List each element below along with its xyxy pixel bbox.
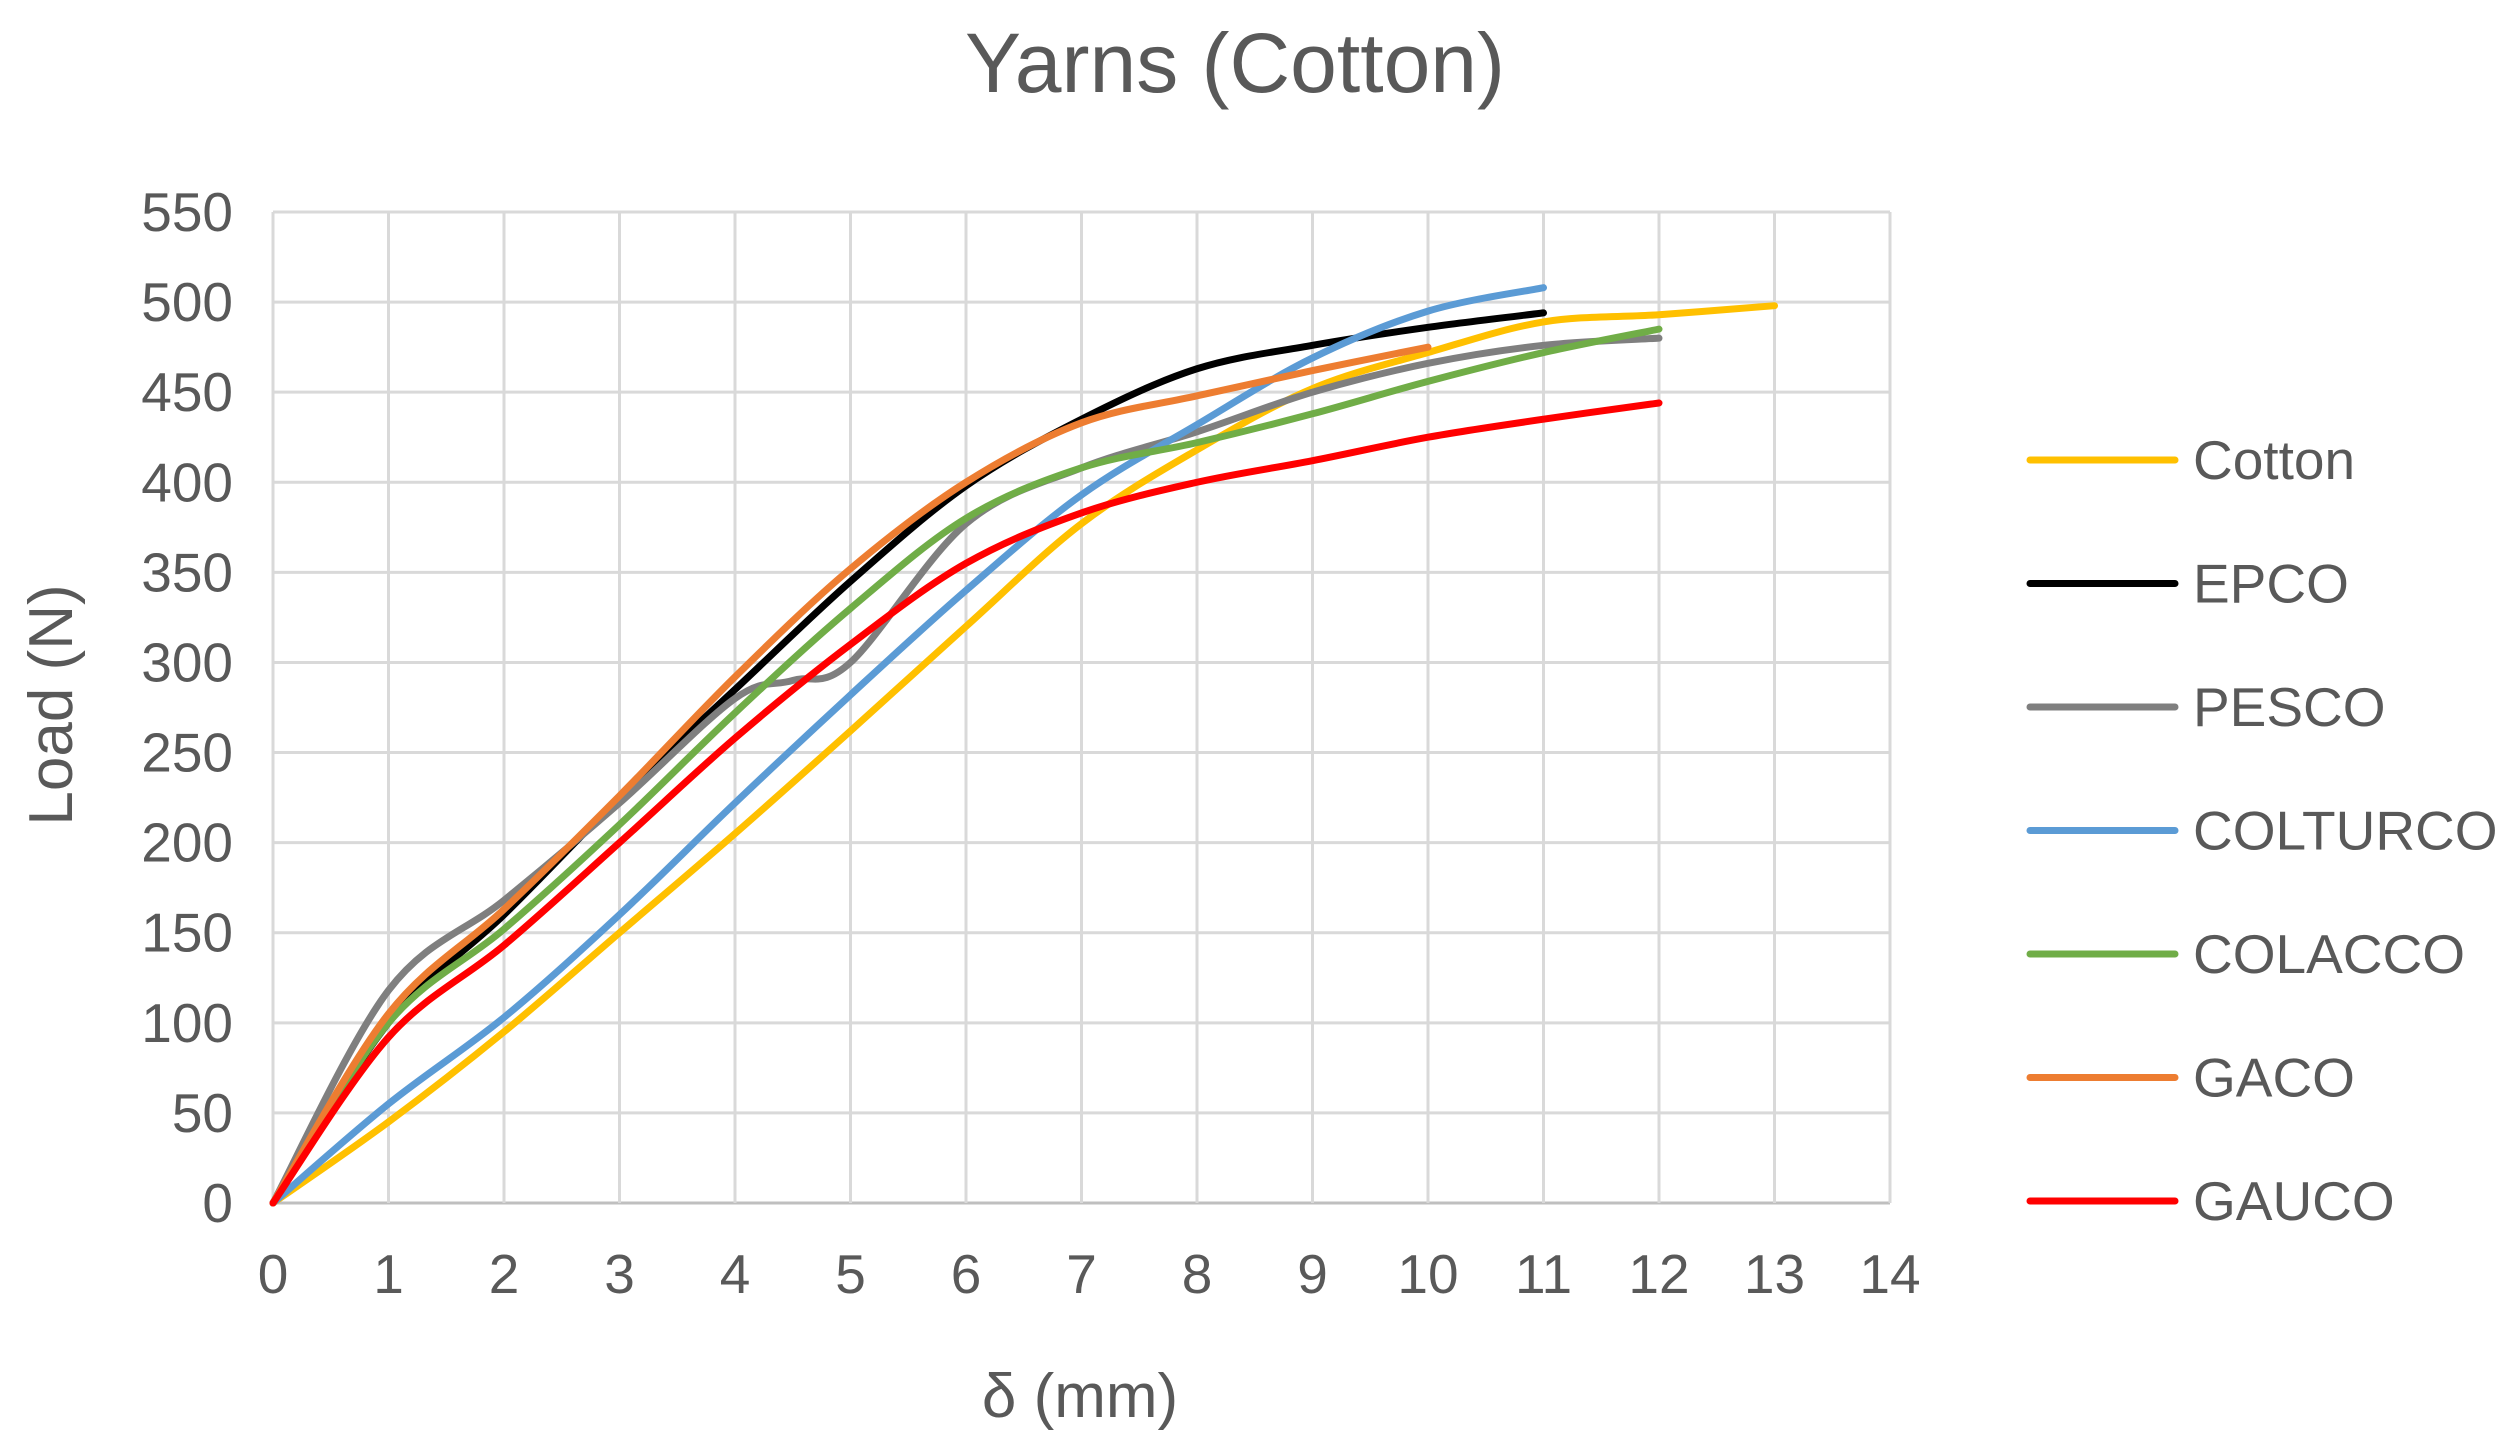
x-tick-label: 11: [1515, 1243, 1572, 1305]
legend-label-gauco: GAUCO: [2193, 1170, 2395, 1232]
series-lines: [269, 284, 1778, 1207]
y-tick-label: 200: [141, 812, 233, 874]
x-tick-label: 2: [489, 1243, 520, 1305]
x-tick-label: 1: [373, 1243, 404, 1305]
y-tick-label: 150: [141, 902, 233, 964]
y-tick-label: 350: [141, 541, 233, 603]
x-tick-label: 6: [951, 1243, 982, 1305]
x-tick-label: 12: [1628, 1243, 1689, 1305]
x-tick-label: 14: [1859, 1243, 1920, 1305]
y-tick-label: 550: [141, 181, 233, 243]
y-tick-label: 250: [141, 722, 233, 784]
x-axis-ticks: 0 1 2 3 4 5 6 7 8 9 10 11 12 13 14: [258, 1243, 1921, 1305]
legend-label-cotton: Cotton: [2193, 429, 2355, 491]
x-tick-label: 13: [1744, 1243, 1805, 1305]
series-line-colacco: [269, 325, 1663, 1207]
y-tick-label: 300: [141, 631, 233, 693]
series-line-gauco: [269, 399, 1663, 1207]
legend-label-pesco: PESCO: [2193, 676, 2386, 738]
x-tick-label: 5: [835, 1243, 866, 1305]
x-axis-label: δ (mm): [982, 1362, 1178, 1431]
x-tick-label: 9: [1297, 1243, 1328, 1305]
x-tick-label: 10: [1397, 1243, 1458, 1305]
legend-label-colacco: COLACCO: [2193, 923, 2465, 985]
series-line-gaco: [269, 343, 1432, 1207]
y-tick-label: 450: [141, 361, 233, 423]
y-tick-label: 50: [172, 1082, 233, 1144]
legend-label-epco: EPCO: [2193, 553, 2349, 615]
series-line-epco: [269, 309, 1547, 1207]
series-line-colturco: [269, 284, 1547, 1207]
x-tick-label: 3: [604, 1243, 635, 1305]
y-tick-label: 400: [141, 451, 233, 513]
chart-title: Yarns (Cotton): [965, 16, 1505, 110]
legend-label-gaco: GACO: [2193, 1047, 2355, 1109]
gridlines: [271, 210, 1892, 1205]
y-tick-label: 0: [202, 1172, 233, 1234]
y-tick-label: 500: [141, 271, 233, 333]
x-tick-label: 7: [1066, 1243, 1097, 1305]
y-axis-ticks: 0 50 100 150 200 250 300 350 400 450 500 550: [141, 181, 233, 1234]
legend-label-colturco: COLTURCO: [2193, 800, 2498, 862]
x-tick-label: 0: [258, 1243, 289, 1305]
y-axis-label: Load (N): [17, 584, 86, 825]
x-tick-label: 4: [720, 1243, 751, 1305]
legend: Cotton EPCO PESCO COLTURCO COLACCO GACO GAUCO: [2026, 429, 2498, 1232]
y-tick-label: 100: [141, 992, 233, 1054]
series-line-cotton: [269, 302, 1778, 1207]
x-tick-label: 8: [1182, 1243, 1213, 1305]
